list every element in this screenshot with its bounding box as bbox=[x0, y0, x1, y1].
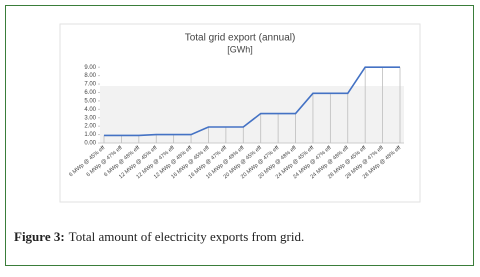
series-line bbox=[104, 66, 400, 137]
y-tick-label: 8.00 bbox=[84, 73, 96, 79]
chart-subtitle: [GWh] bbox=[227, 44, 253, 54]
y-tick-label: 4.00 bbox=[84, 107, 96, 113]
y-tick-label: 5.00 bbox=[84, 98, 96, 104]
y-tick-label: 3.00 bbox=[84, 115, 96, 121]
figure-caption: Figure 3: Total amount of electricity exp… bbox=[14, 229, 304, 244]
y-tick-label: 0.00 bbox=[84, 141, 96, 147]
y-tick-label: 1.00 bbox=[84, 132, 96, 138]
figure-caption-text: Total amount of electricity exports from… bbox=[69, 229, 305, 244]
y-tick-label: 7.00 bbox=[84, 82, 96, 88]
plot-band bbox=[100, 86, 404, 143]
figure-label: Figure 3: bbox=[14, 229, 65, 244]
chart-title: Total grid export (annual) bbox=[185, 33, 296, 44]
figure-border bbox=[5, 5, 474, 266]
y-tick-label: 2.00 bbox=[84, 124, 96, 130]
y-tick-label: 9.00 bbox=[84, 65, 96, 71]
y-tick-label: 6.00 bbox=[84, 90, 96, 96]
